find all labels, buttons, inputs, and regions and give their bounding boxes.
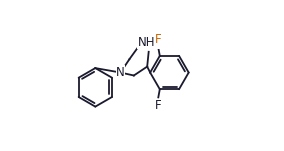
Text: F: F (155, 33, 162, 46)
Text: N: N (116, 66, 125, 79)
Text: NH₂: NH₂ (137, 36, 160, 49)
Text: F: F (155, 99, 162, 112)
